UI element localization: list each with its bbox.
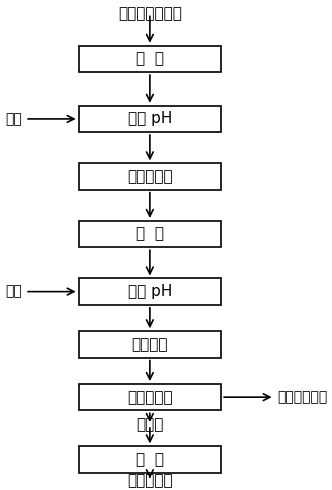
Text: 重金属捕捉: 重金属捕捉 bbox=[127, 169, 173, 184]
Text: 产水（回用）: 产水（回用） bbox=[278, 390, 328, 404]
Text: 蒸  发: 蒸 发 bbox=[136, 452, 164, 467]
Text: 硫酸: 硫酸 bbox=[5, 112, 22, 126]
FancyBboxPatch shape bbox=[79, 163, 221, 190]
Text: 除  油: 除 油 bbox=[136, 51, 164, 67]
Text: 调节 pH: 调节 pH bbox=[128, 284, 172, 299]
FancyBboxPatch shape bbox=[79, 221, 221, 247]
Text: 调节 pH: 调节 pH bbox=[128, 111, 172, 126]
Text: 过  滤: 过 滤 bbox=[136, 226, 164, 242]
Text: 硫酸: 硫酸 bbox=[5, 285, 22, 298]
FancyBboxPatch shape bbox=[79, 384, 221, 410]
Text: 高压反渗透: 高压反渗透 bbox=[127, 390, 173, 405]
Text: 镍湿法冶金废水: 镍湿法冶金废水 bbox=[118, 6, 182, 21]
Text: 精密过滤: 精密过滤 bbox=[131, 337, 168, 352]
FancyBboxPatch shape bbox=[79, 106, 221, 132]
FancyBboxPatch shape bbox=[79, 278, 221, 305]
FancyBboxPatch shape bbox=[79, 331, 221, 358]
FancyBboxPatch shape bbox=[79, 446, 221, 473]
FancyBboxPatch shape bbox=[79, 46, 221, 72]
Text: 浓溶液: 浓溶液 bbox=[136, 417, 164, 433]
Text: 无水硫酸钠: 无水硫酸钠 bbox=[127, 474, 173, 489]
